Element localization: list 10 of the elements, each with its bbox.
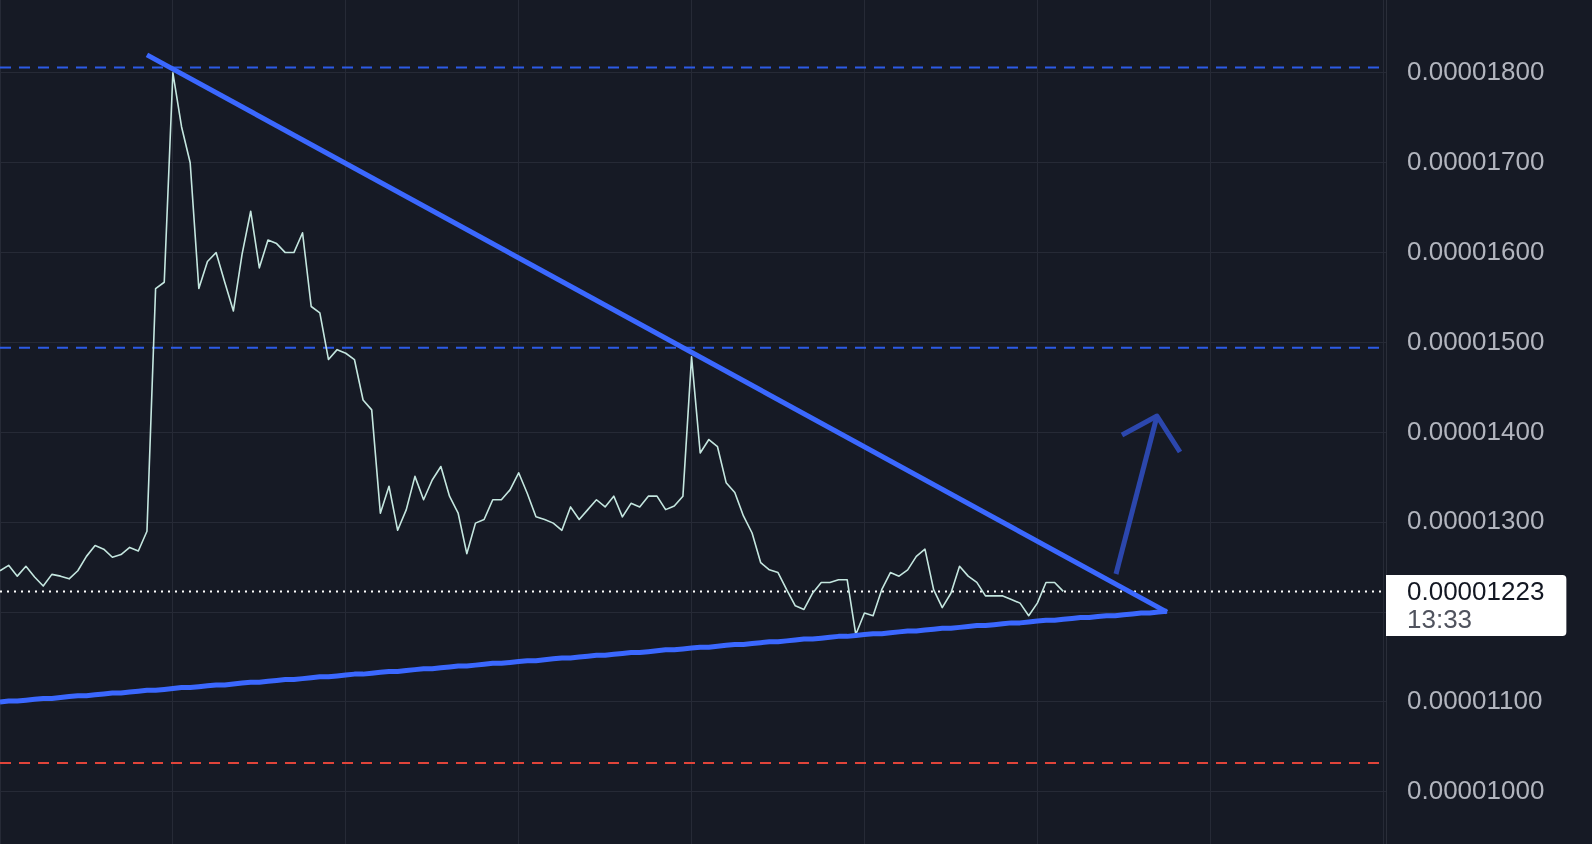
- y-tick-label: 0.00001100: [1407, 685, 1543, 716]
- y-tick-label: 0.00001300: [1407, 505, 1545, 536]
- y-tick-label: 0.00001700: [1407, 145, 1545, 176]
- text: 13:33: [1407, 603, 1473, 634]
- y-tick-label: 0.00001600: [1407, 235, 1545, 266]
- ref-line-label: 0.00001223: [1407, 575, 1545, 606]
- y-tick-label: 0.00001800: [1407, 55, 1545, 86]
- y-tick-label: 0.00001000: [1407, 775, 1545, 806]
- y-tick-label: 0.00001400: [1407, 415, 1545, 446]
- y-tick-label: 0.00001500: [1407, 325, 1545, 356]
